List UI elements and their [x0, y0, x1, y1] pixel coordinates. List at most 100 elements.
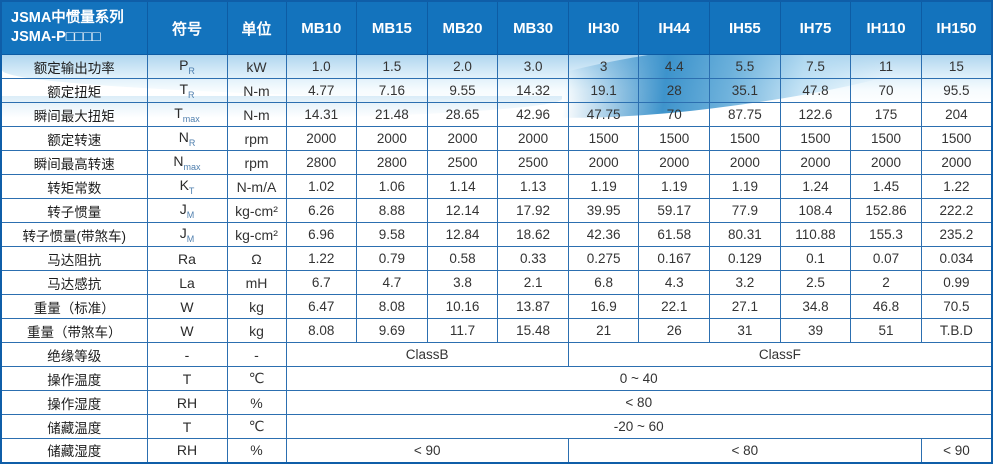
model-column-header: IH75 — [779, 0, 852, 55]
symbol-cell: W — [146, 294, 228, 319]
symbol-cell: TR — [146, 78, 228, 103]
value-cell: 35.1 — [709, 78, 781, 103]
value-cell: 6.7 — [285, 270, 358, 295]
value-cell: 2.1 — [497, 270, 569, 295]
table-row: 转子惯量 JM kg-cm² 6.26 8.88 12.14 17.92 39.95 59.17… — [0, 198, 993, 223]
symbol-cell: Ra — [146, 246, 228, 271]
value-cell: 46.8 — [850, 294, 922, 319]
symbol-main: K — [179, 177, 189, 194]
value-cell: 21.48 — [356, 102, 428, 127]
symbol-main: N — [173, 153, 184, 170]
symbol-cell: - — [146, 342, 228, 367]
value-cell: 2.5 — [779, 270, 852, 295]
unit-cell: Ω — [226, 246, 287, 271]
value-cell: 1.14 — [426, 174, 499, 199]
symbol-main: La — [179, 274, 195, 291]
unit-cell: kg-cm² — [226, 198, 287, 223]
table-row: 额定转速 NR rpm 2000 2000 2000 2000 1500 1500 1500 150… — [0, 126, 993, 151]
value-cell: 7.16 — [356, 78, 428, 103]
symbol-cell: T — [146, 366, 228, 391]
merged-value-cell: ClassF — [567, 342, 993, 367]
value-cell: 19.1 — [567, 78, 640, 103]
value-cell: 6.47 — [285, 294, 358, 319]
value-cell: 42.36 — [567, 222, 640, 247]
value-cell: 1.06 — [356, 174, 428, 199]
value-cell: 70 — [850, 78, 922, 103]
unit-cell: N-m — [226, 78, 287, 103]
symbol-cell: T — [146, 414, 228, 439]
value-cell: 15 — [920, 54, 993, 79]
model-column-header: MB30 — [497, 0, 569, 55]
value-cell: 1.13 — [497, 174, 569, 199]
symbol-main: N — [178, 129, 189, 146]
row-label: 马达阻抗 — [0, 246, 148, 271]
value-cell: 59.17 — [638, 198, 711, 223]
header-row: JSMA中惯量系列 JSMA-P□□□□ 符号 单位 MB10 MB15 MB20 M… — [0, 0, 993, 55]
value-cell: 31 — [709, 318, 781, 343]
table-row: 瞬间最高转速 Nmax rpm 2800 2800 2500 2500 2000 2000 200… — [0, 150, 993, 175]
value-cell: 2000 — [567, 150, 640, 175]
model-column-header: IH55 — [709, 0, 781, 55]
value-cell: 1.22 — [920, 174, 993, 199]
symbol-main: P — [179, 57, 189, 74]
value-cell: 155.3 — [850, 222, 922, 247]
row-label: 马达感抗 — [0, 270, 148, 295]
symbol-cell: Nmax — [146, 150, 228, 175]
model-column-header: IH150 — [920, 0, 993, 55]
value-cell: 2000 — [779, 150, 852, 175]
symbol-main: W — [180, 298, 194, 315]
value-cell: 2000 — [709, 150, 781, 175]
row-label: 重量（标准） — [0, 294, 148, 319]
value-cell: 1.22 — [285, 246, 358, 271]
symbol-cell: JM — [146, 222, 228, 247]
value-cell: 1.19 — [567, 174, 640, 199]
symbol-main: - — [184, 346, 190, 363]
value-cell: 0.275 — [567, 246, 640, 271]
value-cell: 14.31 — [285, 102, 358, 127]
value-cell: 152.86 — [850, 198, 922, 223]
symbol-cell: La — [146, 270, 228, 295]
value-cell: 235.2 — [920, 222, 993, 247]
value-cell: 1.19 — [638, 174, 711, 199]
symbol-cell: NR — [146, 126, 228, 151]
symbol-subscript: R — [188, 89, 195, 100]
model-column-header: IH110 — [850, 0, 922, 55]
value-cell: 34.8 — [779, 294, 852, 319]
value-cell: 3.0 — [497, 54, 569, 79]
symbol-subscript: R — [188, 137, 196, 148]
table-row: 瞬间最大扭矩 Tmax N-m 14.31 21.48 28.65 42.96 47.75 70… — [0, 102, 993, 127]
merged-value-cell: ClassB — [285, 342, 569, 367]
symbol-main: RH — [176, 442, 198, 459]
unit-cell: ℃ — [226, 414, 287, 439]
row-label: 额定输出功率 — [0, 54, 148, 79]
unit-column-header: 单位 — [226, 0, 287, 55]
value-cell: 0.034 — [920, 246, 993, 271]
merged-value-cell: < 90 — [920, 438, 993, 463]
value-cell: 0.79 — [356, 246, 428, 271]
value-cell: 42.96 — [497, 102, 569, 127]
value-cell: 14.32 — [497, 78, 569, 103]
row-label: 重量（带煞车） — [0, 318, 148, 343]
unit-cell: rpm — [226, 150, 287, 175]
value-cell: 1.0 — [285, 54, 358, 79]
symbol-main: T — [179, 81, 189, 98]
value-cell: 4.7 — [356, 270, 428, 295]
row-label: 额定转速 — [0, 126, 148, 151]
value-cell: 9.69 — [356, 318, 428, 343]
row-label: 瞬间最大扭矩 — [0, 102, 148, 127]
symbol-cell: PR — [146, 54, 228, 79]
value-cell: 4.4 — [638, 54, 711, 79]
symbol-main: J — [179, 201, 187, 218]
value-cell: 47.75 — [567, 102, 640, 127]
series-title-line1: JSMA中惯量系列 — [11, 10, 124, 27]
symbol-cell: JM — [146, 198, 228, 223]
table-row: 操作湿度 RH% < 80 — [0, 390, 993, 415]
value-cell: 11 — [850, 54, 922, 79]
merged-value-cell: -20 ~ 60 — [285, 414, 993, 439]
value-cell: 11.7 — [426, 318, 499, 343]
value-cell: 7.5 — [779, 54, 852, 79]
value-cell: 2500 — [497, 150, 569, 175]
